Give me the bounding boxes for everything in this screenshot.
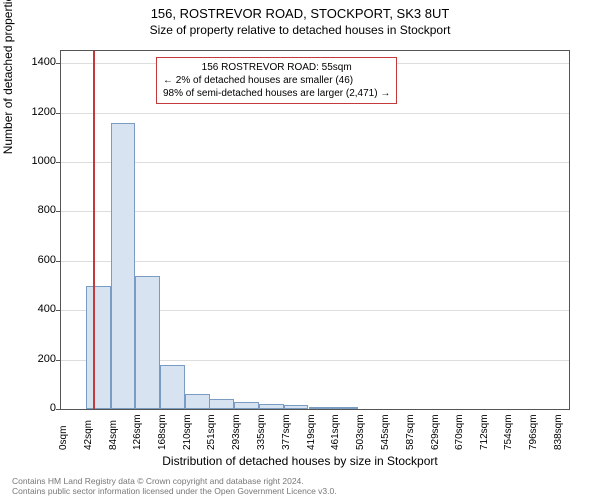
x-tick-label: 796sqm (528, 414, 539, 450)
histogram-bar (333, 407, 358, 409)
x-tick-label: 251sqm (206, 414, 217, 450)
grid-line (61, 261, 569, 262)
histogram-bar (135, 276, 160, 409)
y-tick (56, 162, 61, 163)
grid-line (61, 113, 569, 114)
y-tick (56, 211, 61, 212)
x-tick-label: 754sqm (503, 414, 514, 450)
grid-line (61, 211, 569, 212)
x-tick-label: 838sqm (553, 414, 564, 450)
x-tick-label: 419sqm (306, 414, 317, 450)
annotation-line: 98% of semi-detached houses are larger (… (163, 87, 390, 100)
marker-line (93, 51, 95, 409)
histogram-bar (209, 399, 234, 409)
y-tick-label: 800 (16, 204, 56, 216)
histogram-bar (111, 123, 136, 409)
y-tick-label: 400 (16, 303, 56, 315)
chart-title: 156, ROSTREVOR ROAD, STOCKPORT, SK3 8UT (0, 0, 600, 21)
y-tick (56, 409, 61, 410)
x-tick-label: 126sqm (132, 414, 143, 450)
y-tick (56, 310, 61, 311)
x-tick-label: 587sqm (405, 414, 416, 450)
y-tick-label: 1400 (16, 56, 56, 68)
x-tick-label: 84sqm (108, 420, 119, 450)
grid-line (61, 162, 569, 163)
footer-text: Contains HM Land Registry data © Crown c… (12, 476, 337, 496)
histogram-bar (259, 404, 284, 409)
footer-line-1: Contains HM Land Registry data © Crown c… (12, 476, 337, 486)
histogram-bar (234, 402, 259, 409)
plot-area: 156 ROSTREVOR ROAD: 55sqm← 2% of detache… (60, 50, 570, 410)
y-tick-label: 1200 (16, 106, 56, 118)
y-tick-label: 1000 (16, 155, 56, 167)
x-tick-label: 712sqm (479, 414, 490, 450)
footer-line-2: Contains public sector information licen… (12, 486, 337, 496)
x-tick-label: 629sqm (430, 414, 441, 450)
annotation-line: ← 2% of detached houses are smaller (46) (163, 74, 390, 87)
x-tick-label: 335sqm (256, 414, 267, 450)
x-tick-label: 210sqm (182, 414, 193, 450)
y-tick (56, 113, 61, 114)
x-tick-label: 670sqm (454, 414, 465, 450)
x-tick-label: 0sqm (58, 426, 69, 450)
x-tick-label: 461sqm (330, 414, 341, 450)
y-tick-label: 600 (16, 254, 56, 266)
x-tick-label: 545sqm (380, 414, 391, 450)
x-tick-label: 42sqm (83, 420, 94, 450)
y-tick (56, 261, 61, 262)
y-tick-label: 0 (16, 402, 56, 414)
chart-container: 156, ROSTREVOR ROAD, STOCKPORT, SK3 8UT … (0, 0, 600, 500)
x-tick-label: 377sqm (281, 414, 292, 450)
y-tick-label: 200 (16, 353, 56, 365)
annotation-line: 156 ROSTREVOR ROAD: 55sqm (163, 61, 390, 74)
histogram-bar (309, 407, 334, 409)
annotation-box: 156 ROSTREVOR ROAD: 55sqm← 2% of detache… (156, 57, 397, 104)
y-tick (56, 63, 61, 64)
y-axis-label: Number of detached properties (1, 0, 15, 154)
histogram-bar (185, 394, 210, 409)
chart-subtitle: Size of property relative to detached ho… (0, 23, 600, 37)
x-tick-label: 503sqm (355, 414, 366, 450)
histogram-bar (160, 365, 185, 409)
x-tick-label: 168sqm (157, 414, 168, 450)
histogram-bar (86, 286, 111, 409)
histogram-bar (284, 405, 309, 409)
x-axis-label: Distribution of detached houses by size … (0, 454, 600, 468)
x-tick-label: 293sqm (231, 414, 242, 450)
y-tick (56, 360, 61, 361)
